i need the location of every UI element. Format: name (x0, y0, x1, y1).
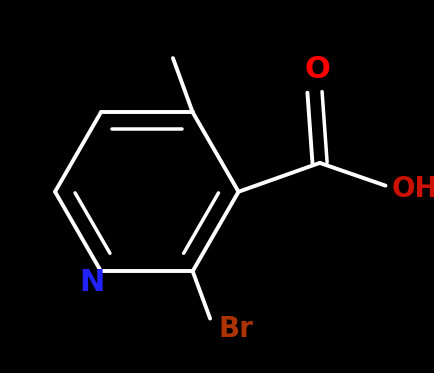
Text: N: N (79, 268, 104, 297)
Text: OH: OH (391, 175, 434, 203)
Text: O: O (303, 55, 329, 84)
Text: Br: Br (218, 315, 253, 343)
